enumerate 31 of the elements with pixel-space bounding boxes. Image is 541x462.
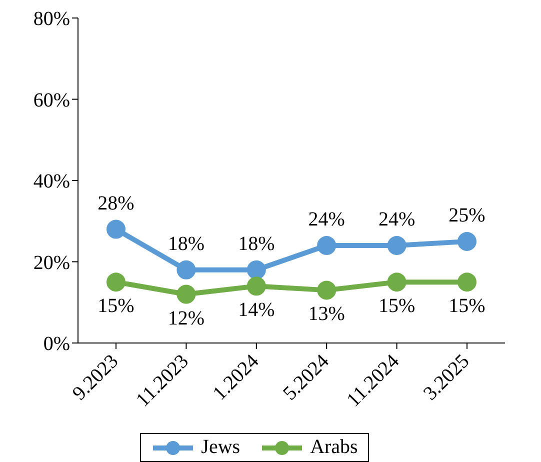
y-tick-label: 20% [33, 252, 70, 274]
point [317, 236, 336, 255]
point [317, 280, 336, 300]
data-label: 28% [98, 192, 134, 214]
point [176, 284, 196, 304]
y-tick-label: 0% [43, 333, 70, 356]
point [387, 236, 406, 255]
point [458, 232, 476, 251]
point [246, 260, 266, 280]
data-label: 24% [378, 208, 416, 230]
point [458, 272, 476, 292]
data-label: 18% [168, 232, 205, 255]
data-label: 12% [168, 307, 205, 330]
y-tick-label: 40% [33, 170, 70, 193]
y-tick-label: 80% [33, 8, 70, 30]
data-label: 15% [378, 295, 416, 318]
point [176, 260, 196, 280]
data-label: 15% [448, 295, 486, 318]
point [387, 272, 406, 292]
data-label: 15% [98, 295, 134, 318]
point [246, 276, 266, 296]
y-tick-label: 60% [33, 89, 70, 112]
data-label: 24% [308, 208, 345, 230]
data-label: 18% [238, 232, 275, 255]
data-label: 14% [238, 299, 275, 322]
point [106, 220, 126, 239]
legend-label: Jews [201, 436, 240, 459]
data-label: 13% [308, 303, 345, 326]
point [106, 272, 126, 292]
legend-label: Arabs [310, 436, 358, 459]
data-label: 25% [448, 204, 486, 226]
